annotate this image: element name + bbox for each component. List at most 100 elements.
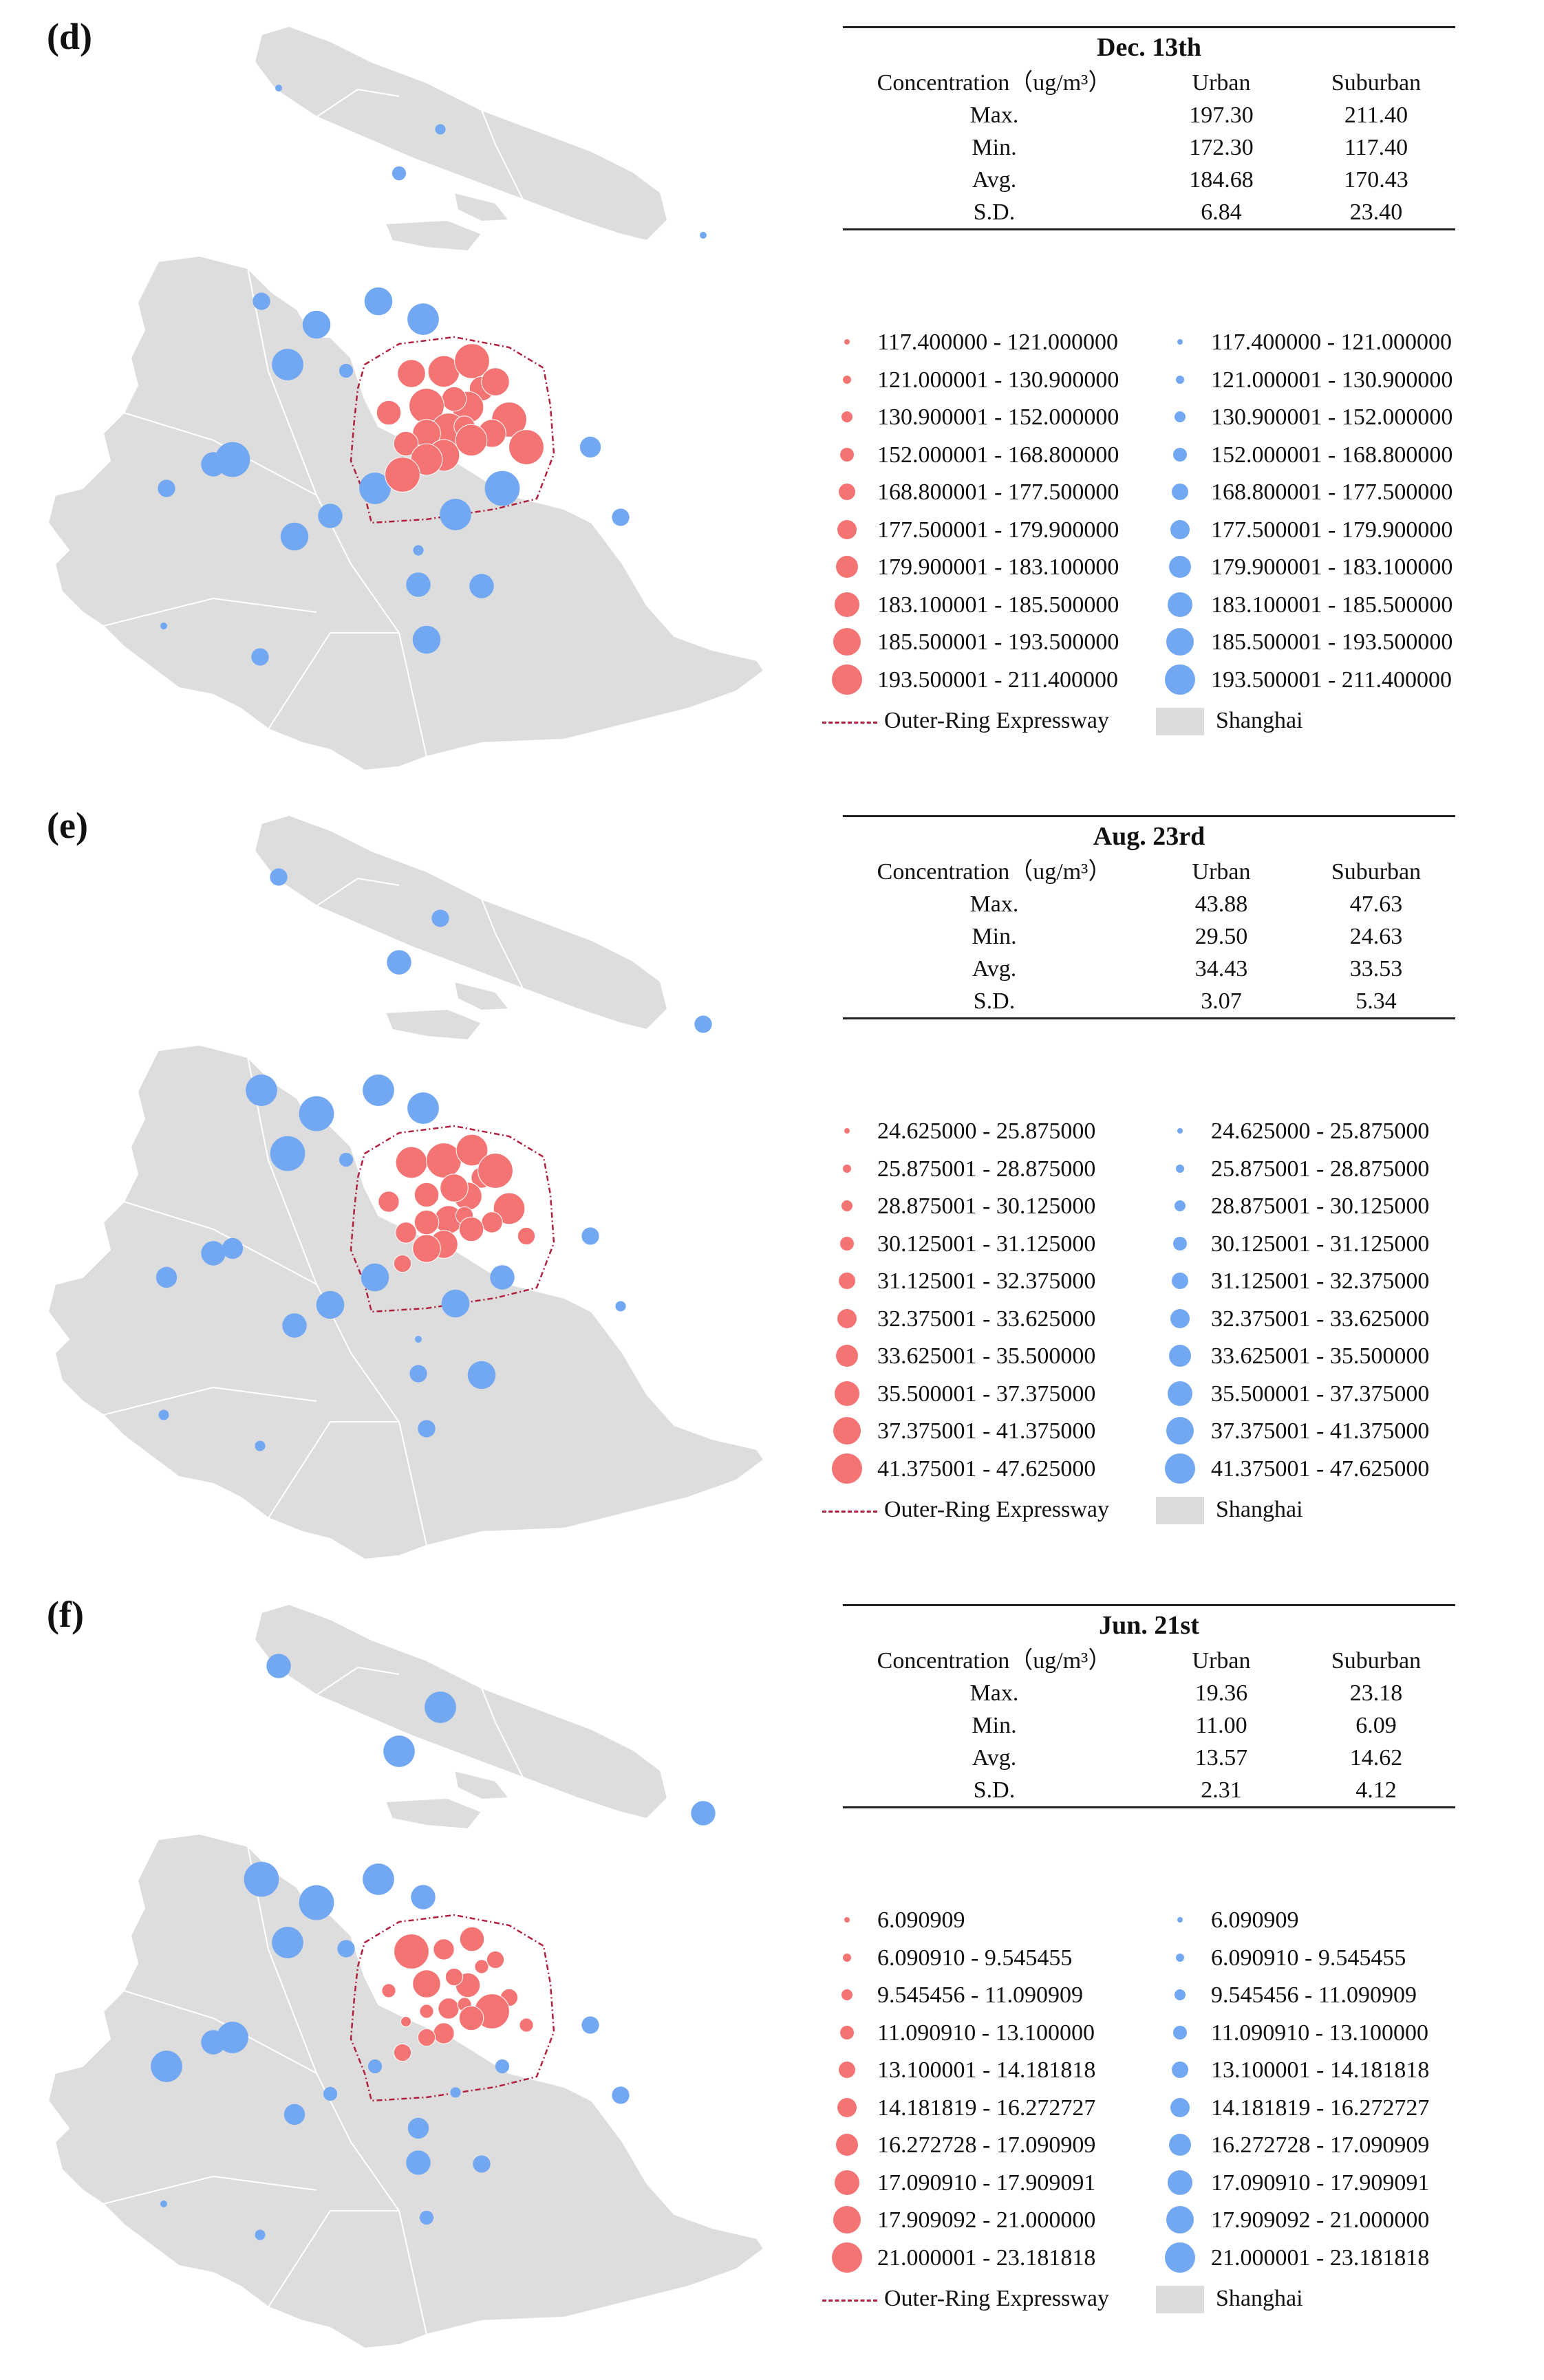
statistics-table: Dec. 13th Concentration（ug/m³） Urban Subur… (843, 26, 1455, 230)
suburban-station-marker (392, 166, 407, 181)
suburban-class-label: 32.375001 - 33.625000 (1211, 1306, 1430, 1332)
suburban-station-marker (318, 504, 343, 528)
urban-class-label: 6.090909 (877, 1907, 965, 1933)
legend-row: 31.125001 - 32.375000 31.125001 - 32.3750… (822, 1262, 1517, 1300)
urban-legend-dot (843, 375, 851, 384)
urban-station-marker (438, 1998, 460, 2020)
urban-station-marker (378, 1191, 400, 1213)
suburban-class-label: 152.000001 - 168.800000 (1211, 442, 1453, 468)
suburban-class-label: 16.272728 - 17.090909 (1211, 2132, 1430, 2158)
urban-station-marker (481, 367, 510, 396)
suburban-station-marker (419, 2210, 434, 2225)
suburban-class-label: 30.125001 - 31.125000 (1211, 1231, 1430, 1257)
legend-row: 183.100001 - 185.500000 183.100001 - 185.… (822, 586, 1517, 624)
urban-value: 34.43 (1194, 956, 1248, 982)
urban-legend-dot (836, 1345, 858, 1367)
suburban-station-marker (387, 950, 411, 975)
suburban-station-marker (407, 303, 439, 335)
urban-legend-dot (844, 1917, 850, 1923)
legend-row: 130.900001 - 152.000000 130.900001 - 152.… (822, 398, 1517, 436)
header-suburban: Suburban (1331, 859, 1422, 885)
shanghai-area-swatch (1156, 2286, 1204, 2313)
suburban-station-marker (244, 1861, 279, 1897)
suburban-class-label: 117.400000 - 121.000000 (1211, 329, 1452, 355)
changxing-island (384, 219, 483, 252)
row-label: Max. (969, 1680, 1019, 1706)
legend-row: 6.090909 6.090909 (822, 1901, 1517, 1939)
suburban-station-marker (255, 1440, 266, 1451)
suburban-legend-dot (1173, 447, 1187, 462)
urban-legend-dot (837, 519, 857, 539)
urban-class-label: 9.545456 - 11.090909 (877, 1982, 1084, 2008)
suburban-station-marker (158, 1409, 169, 1420)
district-border (268, 632, 399, 730)
suburban-value: 47.63 (1349, 891, 1403, 917)
district-border (103, 597, 317, 627)
suburban-legend-dot (1173, 2025, 1187, 2040)
outer-ring-expressway (350, 336, 555, 524)
outer-ring-label: Outer-Ring Expressway (884, 1497, 1109, 1522)
row-label: S.D. (973, 1777, 1016, 1803)
urban-class-label: 117.400000 - 121.000000 (877, 329, 1119, 355)
urban-value: 197.30 (1189, 102, 1254, 128)
district-border (553, 453, 647, 606)
legend-row: 14.181819 - 16.272727 14.181819 - 16.2727… (822, 2089, 1517, 2127)
table-title: Jun. 21st (1099, 1611, 1199, 1640)
urban-class-label: 152.000001 - 168.800000 (877, 442, 1119, 468)
suburban-legend-dot (1177, 339, 1183, 345)
urban-class-label: 14.181819 - 16.272727 (877, 2095, 1096, 2121)
statistics-table: Aug. 23rd Concentration（ug/m³） Urban Subur… (843, 815, 1455, 1019)
suburban-station-marker (495, 2059, 510, 2074)
suburban-station-marker (367, 2059, 383, 2074)
row-label: Avg. (972, 1745, 1017, 1771)
suburban-class-label: 177.500001 - 179.900000 (1211, 517, 1453, 543)
suburban-legend-dot (1176, 1953, 1184, 1962)
district-border (553, 1242, 647, 1395)
legend-row: 168.800001 - 177.500000 168.800001 - 177.… (822, 473, 1517, 511)
suburban-legend-dot (1175, 411, 1186, 422)
suburban-class-label: 33.625001 - 35.500000 (1211, 1343, 1430, 1369)
suburban-station-marker (581, 1227, 599, 1245)
legend-row: 25.875001 - 28.875000 25.875001 - 28.8750… (822, 1150, 1517, 1188)
legend-row: 17.909092 - 21.000000 17.909092 - 21.0000… (822, 2201, 1517, 2239)
suburban-class-label: 168.800001 - 177.500000 (1211, 479, 1453, 505)
row-label: Max. (969, 891, 1019, 917)
urban-station-marker (412, 1969, 441, 1998)
row-label: Min. (972, 924, 1017, 949)
district-border (123, 1990, 317, 2074)
row-label: Min. (972, 1713, 1017, 1738)
legend-footer: Outer-Ring Expressway Shanghai (822, 702, 1517, 744)
suburban-station-marker (323, 2086, 338, 2101)
suburban-value: 5.34 (1355, 988, 1397, 1014)
suburban-value: 24.63 (1349, 924, 1403, 949)
suburban-station-marker (201, 1241, 226, 1266)
urban-station-marker (393, 431, 419, 457)
panel-d: (d) Dec. 13th Concentration（ug/m³） Urban S… (0, 0, 1544, 784)
suburban-legend-dot (1166, 1417, 1194, 1445)
suburban-station-marker (272, 349, 303, 380)
urban-station-marker (385, 457, 420, 493)
suburban-station-marker (406, 572, 431, 597)
map (47, 814, 765, 1561)
legend-row: 117.400000 - 121.000000 117.400000 - 121.… (822, 323, 1517, 361)
urban-station-marker (394, 1934, 429, 1969)
suburban-legend-dot (1175, 1989, 1186, 2000)
suburban-value: 23.40 (1349, 199, 1403, 225)
urban-legend-dot (841, 1200, 853, 1211)
suburban-station-marker (339, 1152, 354, 1167)
urban-legend-dot (840, 2025, 854, 2040)
urban-station-marker (440, 1173, 469, 1202)
urban-class-label: 183.100001 - 185.500000 (877, 592, 1119, 618)
urban-value: 13.57 (1194, 1745, 1248, 1771)
suburban-station-marker (222, 1237, 244, 1259)
urban-value: 172.30 (1189, 135, 1254, 160)
urban-class-label: 28.875001 - 30.125000 (877, 1193, 1096, 1219)
urban-station-marker (519, 2017, 534, 2033)
header-concentration: Concentration（ug/m³） (877, 859, 1112, 885)
suburban-station-marker (469, 574, 494, 598)
district-border (481, 1687, 524, 1778)
urban-station-marker (458, 2005, 484, 2031)
urban-class-label: 6.090910 - 9.545455 (877, 1945, 1073, 1971)
urban-station-marker (454, 343, 490, 379)
legend: 6.090909 6.090909 6.090910 - 9.545455 6.090… (822, 1901, 1517, 2322)
